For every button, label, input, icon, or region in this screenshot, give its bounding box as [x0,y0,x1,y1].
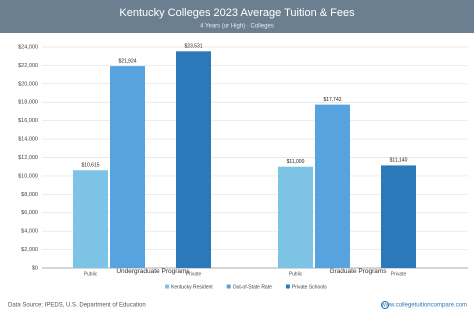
x-category-label: Undergraduate Programs [116,268,190,275]
y-tick-label: $8,000 [21,192,38,198]
value-label: $11,140 [390,158,408,164]
chart-subtitle: 4 Years (or High) · Colleges [200,24,274,30]
bar-tag: Public [84,271,98,277]
y-tick-label: $22,000 [18,63,38,69]
bar [315,104,350,268]
bar-tag: Public [289,271,303,277]
y-tick-label: $6,000 [21,210,38,216]
legend-label: Private Schools [292,284,327,290]
bar-tag: Private [186,271,202,277]
y-tick-label: $12,000 [18,155,38,161]
value-label: $23,531 [184,44,202,50]
value-label: $11,000 [287,159,305,165]
value-label: $10,615 [81,163,99,169]
bar [278,166,313,268]
value-label: $21,924 [118,58,136,64]
y-tick-label: $10,000 [18,173,38,179]
y-tick-label: $0 [32,265,38,271]
bar [110,66,145,268]
y-tick-label: $16,000 [18,118,38,124]
legend-swatch [285,284,290,289]
source: Data Source: IPEDS, U.S. Department of E… [8,303,146,309]
y-tick-label: $14,000 [18,137,38,143]
legend-swatch [165,284,169,289]
x-category-label: Graduate Programs [329,268,387,275]
bar-tag: Private [391,271,407,277]
value-label: $17,742 [323,97,341,103]
legend-label: Kentucky Resident [171,284,213,290]
y-tick-label: $4,000 [21,229,38,235]
chart-title: Kentucky Colleges 2023 Average Tuition &… [119,7,355,19]
bar [176,51,211,268]
legend-swatch [226,284,231,289]
bar [381,165,416,268]
y-tick-label: $18,000 [18,100,38,106]
y-tick-label: $20,000 [18,81,38,87]
website: www.collegetuitioncompare.com [380,303,467,309]
header-band [0,0,474,33]
y-tick-label: $24,000 [18,44,38,50]
site-icon [381,301,389,309]
bar [73,170,108,268]
y-tick-label: $2,000 [21,247,38,253]
legend-label: Out-of-State Rate [233,284,272,290]
